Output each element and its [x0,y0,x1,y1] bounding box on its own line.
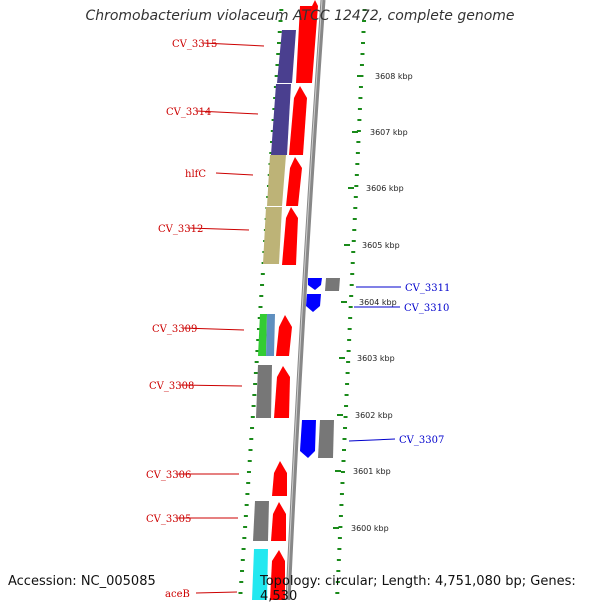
features [252,0,340,600]
backbone [285,0,326,600]
gene-label[interactable]: aceB [165,589,190,600]
gene-label[interactable]: CV_3305 [146,514,191,525]
gene-label[interactable]: CV_3310 [404,303,449,314]
feature-cv3308-gene[interactable] [256,365,272,418]
feature-cv3314-gene[interactable] [271,84,291,155]
gene-label[interactable]: CV_3312 [158,224,203,235]
feature-cv3309-cds[interactable] [276,315,292,356]
backbone-line [285,0,326,600]
feature-aceb-gene[interactable] [252,549,268,600]
label-leader-line [195,591,238,594]
gene-label[interactable]: CV_3306 [146,470,191,481]
gene-label[interactable]: CV_3308 [149,381,194,392]
label-leader-line [348,438,396,442]
kbp-label: 3600 kbp [351,524,389,533]
feature-cv3305-cds[interactable] [271,502,286,541]
label-leader-line [179,384,243,387]
label-leader-line [182,327,245,331]
accession-text: Accession: NC_005085 [8,574,156,589]
feature-cv3312-gene[interactable] [263,207,282,264]
kbp-label: 3603 kbp [357,354,395,363]
feature-cv3311-gene[interactable] [325,278,340,291]
kbp-label: 3607 kbp [370,128,408,137]
kbp-label: 3605 kbp [362,241,400,250]
kbp-label: 3608 kbp [375,72,413,81]
label-leader-line [215,172,254,176]
feature-cv3312-cds[interactable] [282,207,298,265]
label-leader-line [188,227,250,231]
feature-cv3315-cds[interactable] [296,0,318,83]
feature-cv3311-cds[interactable] [308,278,322,290]
feature-hlfc-gene[interactable] [267,155,286,206]
feature-hlfc-cds[interactable] [286,157,302,206]
gene-label[interactable]: CV_3315 [172,39,217,50]
gene-label[interactable]: CV_3307 [399,435,444,446]
feature-aceb-cds[interactable] [270,550,285,600]
feature-cv3307-gene[interactable] [318,420,334,458]
label-leader-line [196,110,259,115]
kbp-label: 3602 kbp [355,411,393,420]
feature-cv3315-gene[interactable] [277,30,296,83]
gene-label[interactable]: hlfC [185,169,206,180]
gene-label[interactable]: CV_3311 [405,283,450,294]
backbone-highlight [286,0,323,600]
feature-cv3309-gene-b[interactable] [266,314,275,356]
label-leaders [177,42,401,594]
label-leader-line [202,42,265,47]
feature-cv3308-cds[interactable] [274,366,290,418]
gene-label[interactable]: CV_3314 [166,107,211,118]
kbp-label: 3601 kbp [353,467,391,476]
feature-cv3314-cds[interactable] [289,86,307,155]
kbp-labels: 3608 kbp 3607 kbp 3606 kbp 3605 kbp 3604 kbp… [333,72,413,533]
gene-label[interactable]: CV_3309 [152,324,197,335]
feature-cv3305-gene[interactable] [253,501,269,541]
feature-cv3307-cds[interactable] [300,420,316,458]
kbp-label: 3604 kbp [359,298,397,307]
kbp-label: 3606 kbp [366,184,404,193]
feature-cv3310-cds[interactable] [306,294,321,312]
map-title: Chromobacterium violaceum ATCC 12472, co… [85,8,515,24]
feature-cv3306-cds[interactable] [272,461,287,496]
gene-labels: CV_3315 CV_3314 hlfC CV_3312 CV_3309 CV_3308 C… [146,39,450,600]
feature-cv3309-gene-a[interactable] [258,314,267,356]
